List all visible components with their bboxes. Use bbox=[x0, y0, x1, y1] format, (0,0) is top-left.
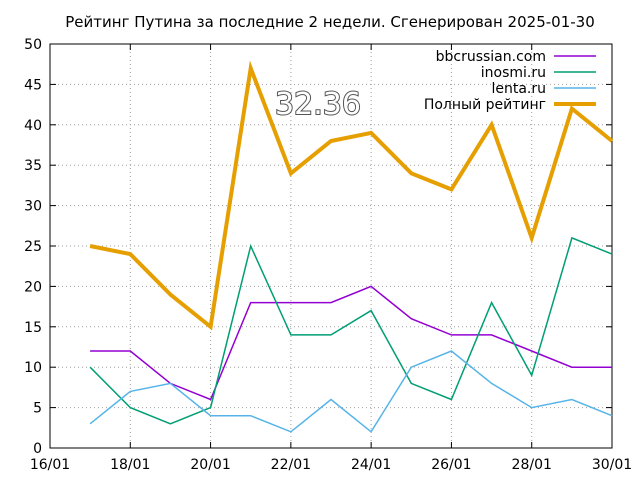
chart-title: Рейтинг Путина за последние 2 недели. Сг… bbox=[65, 13, 594, 31]
x-tick-label: 26/01 bbox=[431, 457, 471, 473]
y-tick-label: 0 bbox=[33, 441, 42, 457]
series-line bbox=[89, 236, 613, 425]
series-line bbox=[90, 285, 612, 401]
y-tick-label: 45 bbox=[24, 77, 42, 93]
y-tick-label: 30 bbox=[24, 199, 42, 215]
highlight-value-label: 32.36 bbox=[275, 87, 361, 122]
legend-label: lenta.ru bbox=[491, 81, 546, 97]
y-tick-label: 50 bbox=[24, 37, 42, 53]
series-line bbox=[89, 350, 613, 433]
x-tick-label: 20/01 bbox=[190, 457, 230, 473]
y-tick-label: 10 bbox=[24, 360, 42, 376]
x-tick-label: 16/01 bbox=[30, 457, 70, 473]
legend-label: inosmi.ru bbox=[481, 65, 546, 81]
y-tick-label: 40 bbox=[24, 118, 42, 134]
x-tick-label: 22/01 bbox=[271, 457, 311, 473]
x-tick-label: 30/01 bbox=[592, 457, 632, 473]
grid-lines bbox=[50, 44, 612, 448]
legend-label: Полный рейтинг bbox=[424, 97, 546, 113]
series-lines bbox=[89, 60, 614, 433]
x-tick-label: 28/01 bbox=[512, 457, 552, 473]
x-tick-label: 24/01 bbox=[351, 457, 391, 473]
series-line bbox=[89, 60, 614, 331]
axes: 0 5 10 15 20 25 30 35 40 45 50 16/01 18/01 20/01 22/01… bbox=[24, 37, 632, 473]
y-tick-label: 35 bbox=[24, 158, 42, 174]
y-tick-label: 15 bbox=[24, 320, 42, 336]
y-tick-label: 5 bbox=[33, 401, 42, 417]
y-tick-label: 25 bbox=[24, 239, 42, 255]
legend-label: bbcrussian.com bbox=[436, 49, 546, 65]
x-tick-label: 18/01 bbox=[110, 457, 150, 473]
y-tick-label: 20 bbox=[24, 279, 42, 295]
